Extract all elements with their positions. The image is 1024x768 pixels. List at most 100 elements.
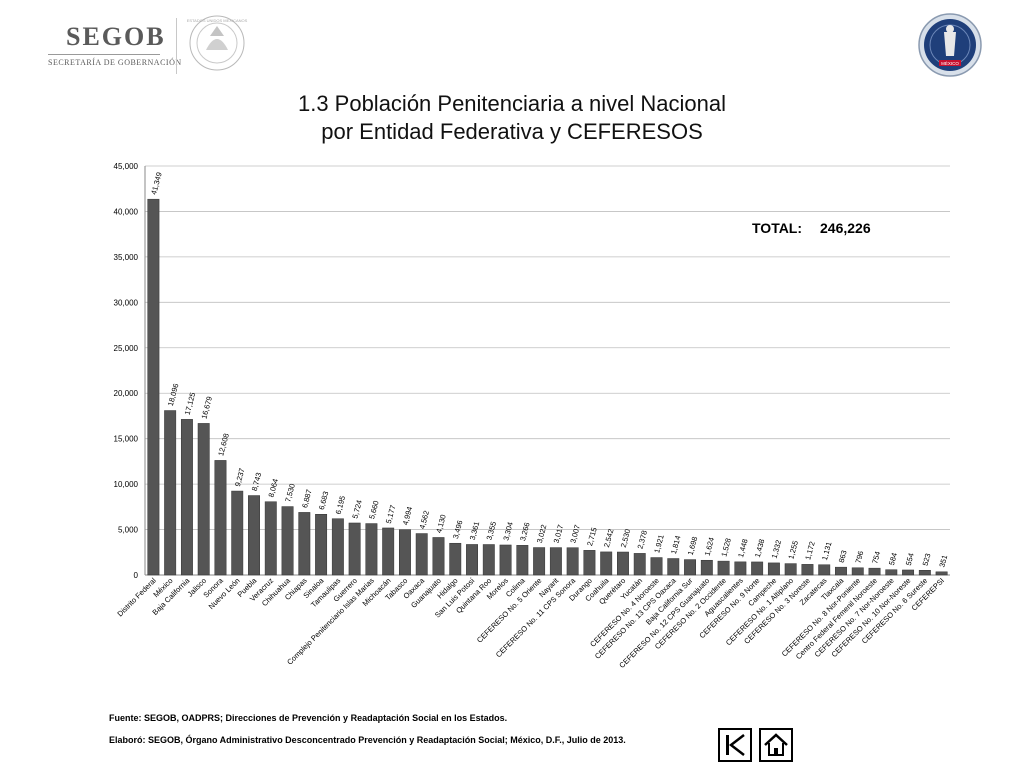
bar xyxy=(415,533,428,576)
value-label: 3,355 xyxy=(485,521,499,541)
logo-separator xyxy=(176,18,177,74)
y-tick-label: 35,000 xyxy=(114,253,139,262)
y-tick-label: 25,000 xyxy=(114,344,139,353)
value-label: 2,378 xyxy=(635,529,649,549)
value-label: 4,130 xyxy=(434,514,448,534)
bar xyxy=(164,410,177,576)
bar xyxy=(549,547,562,576)
bar xyxy=(466,544,478,576)
value-label: 1,255 xyxy=(786,540,800,560)
value-label: 1,172 xyxy=(803,540,817,560)
bar xyxy=(482,544,495,576)
bar xyxy=(650,557,663,576)
page-title: 1.3 Población Penitenciaria a nivel Naci… xyxy=(297,91,727,116)
value-label: 3,361 xyxy=(468,520,482,540)
skip-back-icon xyxy=(726,734,745,756)
bar xyxy=(700,559,713,576)
bar xyxy=(331,518,344,576)
value-label: 41,349 xyxy=(149,171,164,196)
value-label: 5,660 xyxy=(367,500,381,520)
bar xyxy=(533,547,546,576)
bar xyxy=(499,544,512,576)
mexico-seal: MÉXICO xyxy=(918,13,982,77)
value-label: 6,195 xyxy=(334,495,348,515)
credit-note: Elaboró: SEGOB, Órgano Administrativo De… xyxy=(109,735,626,745)
value-label: 1,528 xyxy=(719,537,733,557)
value-label: 6,683 xyxy=(317,490,331,510)
value-label: 3,017 xyxy=(552,524,566,544)
value-label: 16,679 xyxy=(199,395,214,420)
y-tick-label: 0 xyxy=(134,571,139,580)
y-tick-label: 45,000 xyxy=(114,162,139,171)
value-label: 5,724 xyxy=(350,499,364,519)
bar xyxy=(315,514,328,576)
bar xyxy=(566,547,579,576)
value-label: 863 xyxy=(837,549,849,563)
back-button[interactable] xyxy=(718,728,752,762)
value-label: 3,022 xyxy=(535,524,549,544)
bar xyxy=(298,512,311,576)
value-label: 18,096 xyxy=(166,383,181,408)
bar xyxy=(449,542,462,576)
bar xyxy=(751,561,764,576)
bar xyxy=(197,423,210,576)
value-label: 1,814 xyxy=(669,535,683,555)
bar xyxy=(365,523,378,576)
value-label: 12,608 xyxy=(216,432,231,457)
value-label: 1,921 xyxy=(652,534,666,554)
y-tick-label: 15,000 xyxy=(114,435,139,444)
bar xyxy=(717,560,730,576)
total-value: 246,226 xyxy=(820,220,871,236)
bar xyxy=(633,553,646,576)
bar xyxy=(432,537,445,576)
seal-left-text: ESTADOS UNIDOS MEXICANOS xyxy=(187,18,248,23)
bar xyxy=(180,419,193,576)
bar xyxy=(767,562,780,576)
bar xyxy=(398,529,411,576)
bar xyxy=(516,545,529,576)
y-tick-label: 40,000 xyxy=(114,207,139,216)
bar xyxy=(851,567,864,576)
page-subtitle: por Entidad Federativa y CEFERESOS xyxy=(321,119,703,144)
bar xyxy=(885,569,898,576)
value-label: 3,007 xyxy=(568,524,582,544)
bar xyxy=(617,551,629,576)
bar-chart: 0 5,000 10,000 15,000 20,000 25,000 30,000 35,0… xyxy=(114,162,950,670)
value-label: 1,698 xyxy=(686,536,700,556)
bar xyxy=(231,490,244,576)
y-tick-label: 5,000 xyxy=(118,526,139,535)
bar xyxy=(734,561,747,576)
value-label: 7,530 xyxy=(283,483,297,503)
value-label: 1,332 xyxy=(770,539,784,559)
value-label: 3,304 xyxy=(501,521,515,541)
bar xyxy=(918,569,931,576)
bar xyxy=(348,522,361,576)
org-name: SEGOB xyxy=(66,22,166,51)
value-label: 3,266 xyxy=(518,521,532,541)
bar xyxy=(667,558,680,576)
bar xyxy=(382,527,395,576)
value-label: 17,125 xyxy=(183,391,198,416)
value-label: 4,994 xyxy=(401,506,415,526)
value-label: 523 xyxy=(921,552,933,566)
bar xyxy=(784,563,797,576)
bar xyxy=(935,571,948,576)
value-label: 1,448 xyxy=(736,538,750,558)
bar xyxy=(248,495,260,576)
value-label: 1,624 xyxy=(703,536,717,556)
seal-right-text: MÉXICO xyxy=(941,60,959,66)
total-label: TOTAL: xyxy=(752,220,803,236)
logo-divider xyxy=(48,54,160,55)
bar xyxy=(214,460,227,576)
bar xyxy=(684,559,697,576)
home-button[interactable] xyxy=(759,728,793,762)
value-label: 2,542 xyxy=(602,528,616,548)
value-label: 8,743 xyxy=(250,472,264,492)
bar xyxy=(818,564,831,576)
bar xyxy=(147,198,160,576)
value-label: 796 xyxy=(853,550,865,564)
value-label: 2,530 xyxy=(619,528,633,548)
y-tick-label: 30,000 xyxy=(114,298,139,307)
value-label: 6,887 xyxy=(300,488,314,508)
value-label: 4,562 xyxy=(417,510,431,530)
